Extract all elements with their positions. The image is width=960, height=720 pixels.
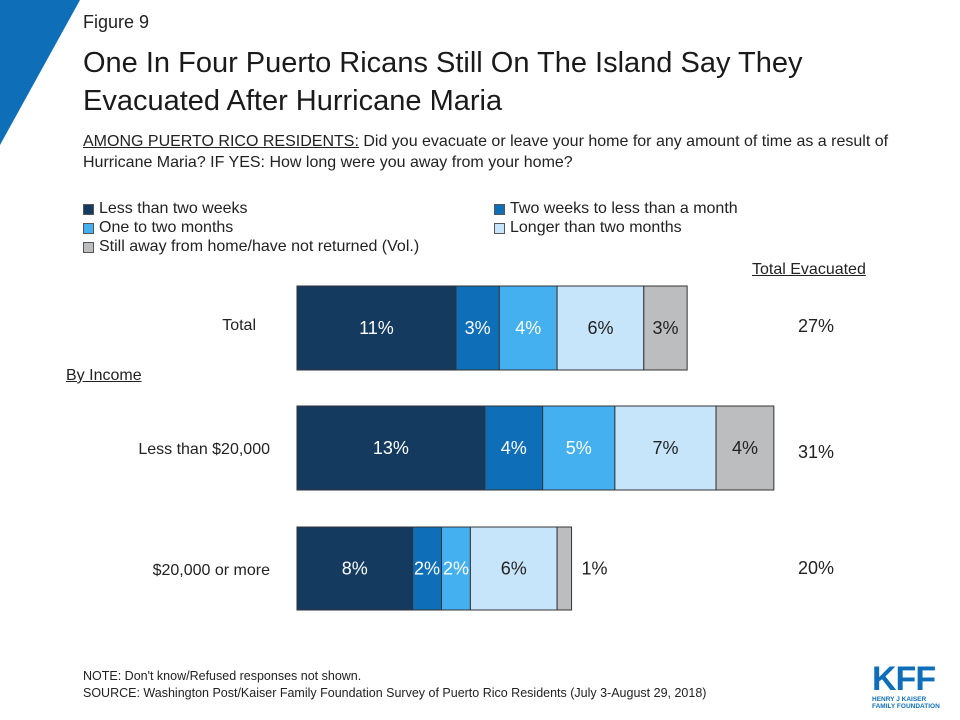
legend-item: One to two months xyxy=(83,219,233,237)
data-label-total-3: 6% xyxy=(587,318,613,338)
logo-line-1: HENRY J KAISER xyxy=(872,696,927,703)
data-label-20k-plus-3: 6% xyxy=(501,559,527,579)
kff-logo: KFF HENRY J KAISER FAMILY FOUNDATION xyxy=(872,662,950,710)
figure-label: Figure 9 xyxy=(83,12,150,32)
data-label-under-20k-1: 4% xyxy=(501,438,527,458)
bar-segment-under-20k-4 xyxy=(715,405,775,491)
legend-swatch xyxy=(83,241,94,253)
legend-label: Longer than two months xyxy=(510,219,682,236)
footnote: NOTE: Don't know/Refused responses not s… xyxy=(83,668,706,702)
legend-item: Less than two weeks xyxy=(83,200,248,218)
data-label-20k-plus-0: 8% xyxy=(342,559,368,579)
total-value: 27% xyxy=(798,316,835,336)
legend-swatch xyxy=(83,203,94,215)
bar-segment-under-20k-0 xyxy=(296,405,486,491)
bar-segment-20k-plus-2 xyxy=(441,526,471,611)
data-label-20k-plus-1: 2% xyxy=(414,559,440,579)
bar-segment-total-3 xyxy=(556,285,645,371)
data-label-under-20k-4: 4% xyxy=(732,438,758,458)
legend-label: One to two months xyxy=(99,219,234,236)
bar-segment-total-0 xyxy=(296,285,457,371)
bar-segment-total-1 xyxy=(455,285,500,371)
note-text: NOTE: Don't know/Refused responses not s… xyxy=(83,669,362,683)
question-prefix: AMONG PUERTO RICO RESIDENTS: xyxy=(83,133,359,150)
bar-segment-20k-plus-1 xyxy=(412,526,443,611)
bar-segment-under-20k-2 xyxy=(542,405,616,491)
legend-label: Less than two weeks xyxy=(99,200,248,217)
data-label-under-20k-3: 7% xyxy=(652,438,678,458)
total-evacuated-header: Total Evacuated xyxy=(752,261,866,278)
corner-accent-shape xyxy=(0,0,80,145)
legend-item: Two weeks to less than a month xyxy=(494,200,738,218)
bar-segment-total-4 xyxy=(643,285,688,371)
data-label-total-4: 3% xyxy=(652,318,678,338)
legend-swatch xyxy=(83,222,94,234)
row-label-under-20k: Less than $20,000 xyxy=(138,441,270,458)
data-label-under-20k-2: 5% xyxy=(566,438,592,458)
legend-item: Longer than two months xyxy=(494,219,682,237)
legend-item: Still away from home/have not returned (… xyxy=(83,238,419,256)
data-label-total-1: 3% xyxy=(465,318,491,338)
chart-title: One In Four Puerto Ricans Still On The I… xyxy=(83,47,803,117)
data-label-total-2: 4% xyxy=(515,318,541,338)
row-label-20k-plus: $20,000 or more xyxy=(152,562,270,579)
bar-segment-under-20k-1 xyxy=(484,405,544,491)
data-label-total-0: 11% xyxy=(359,318,394,338)
data-label-20k-plus-4: 1% xyxy=(582,559,608,579)
row-label-total: Total xyxy=(222,317,256,334)
by-income-label: By Income xyxy=(66,367,142,384)
legend-swatch xyxy=(494,222,505,234)
question-text: Did you evacuate or leave your home for … xyxy=(83,133,889,171)
bar-segment-20k-plus-0 xyxy=(296,526,414,611)
bar-segment-20k-plus-3 xyxy=(469,526,558,611)
total-value: 20% xyxy=(798,558,835,578)
legend-label: Two weeks to less than a month xyxy=(510,200,738,217)
bar-segment-20k-plus-4 xyxy=(556,526,573,611)
survey-question: AMONG PUERTO RICO RESIDENTS: Did you eva… xyxy=(83,131,923,173)
data-label-20k-plus-2: 2% xyxy=(443,559,469,579)
total-value: 31% xyxy=(798,442,835,462)
legend-label: Still away from home/have not returned (… xyxy=(99,238,420,255)
source-text: SOURCE: Washington Post/Kaiser Family Fo… xyxy=(83,686,707,700)
data-label-under-20k-0: 13% xyxy=(373,438,409,458)
logo-line-2: FAMILY FOUNDATION xyxy=(872,703,940,710)
logo-wordmark: KFF xyxy=(872,660,936,698)
bar-segment-under-20k-3 xyxy=(614,405,717,491)
legend-swatch xyxy=(494,203,505,215)
